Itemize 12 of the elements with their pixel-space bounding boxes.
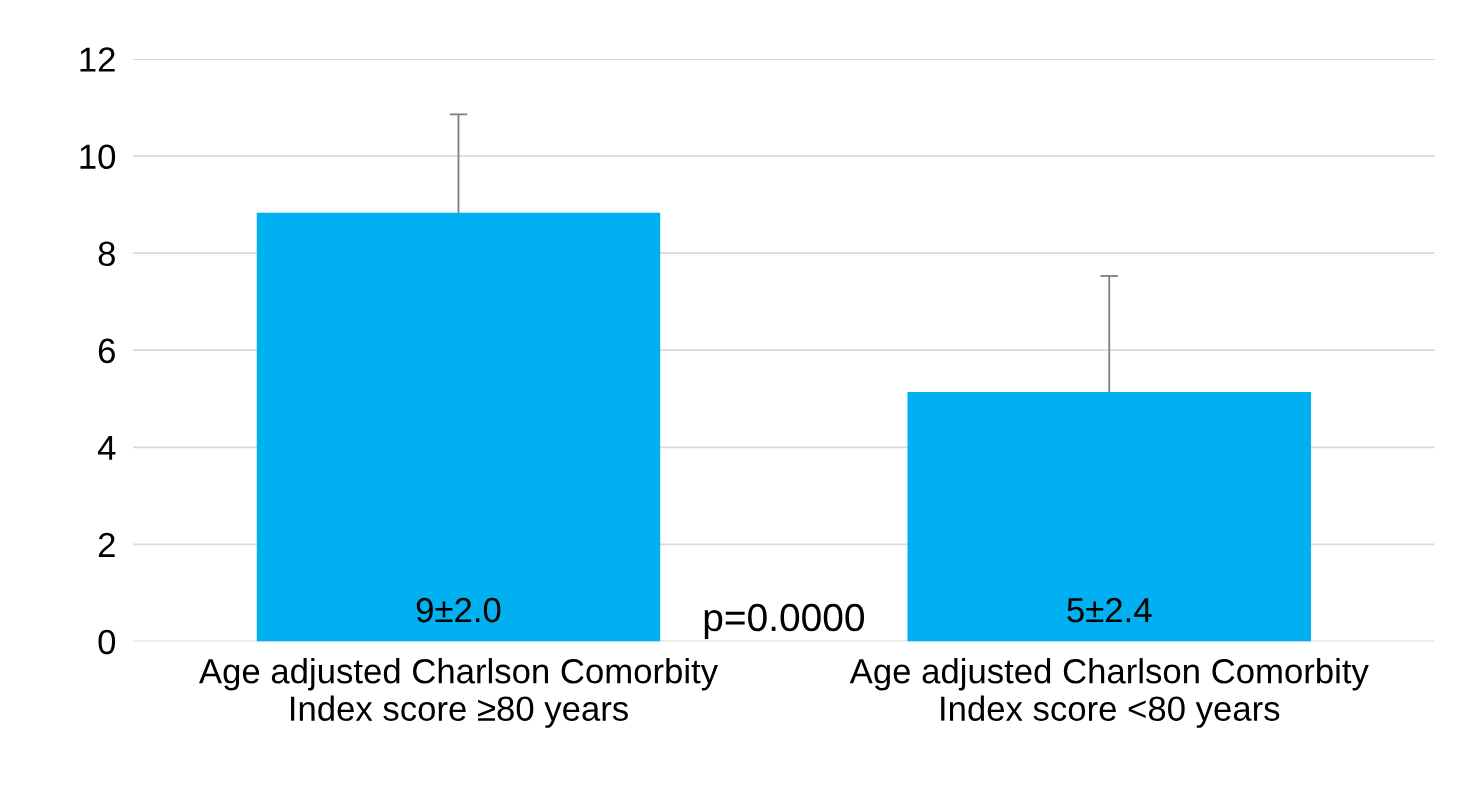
y-tick-label: 8	[98, 241, 115, 267]
y-tick-label: 10	[80, 144, 116, 170]
y-tick-label: 2	[98, 532, 115, 557]
y-tick-label: 12	[80, 47, 115, 72]
y-tick-label: 0	[98, 629, 116, 655]
x-tick-label: Age adjusted Charlson Comorbity Index score ≥80 years	[198, 658, 719, 728]
x-tick-label: Age adjusted Charlson Comorbity Index score <80 years	[849, 658, 1369, 728]
data-label: 5±2.4	[1067, 597, 1152, 623]
y-tick-label: 4	[97, 435, 116, 460]
annotation: p=0.0000	[704, 603, 864, 639]
y-tick-label: 6	[98, 338, 115, 364]
data-label: 9±2.0	[416, 597, 501, 623]
